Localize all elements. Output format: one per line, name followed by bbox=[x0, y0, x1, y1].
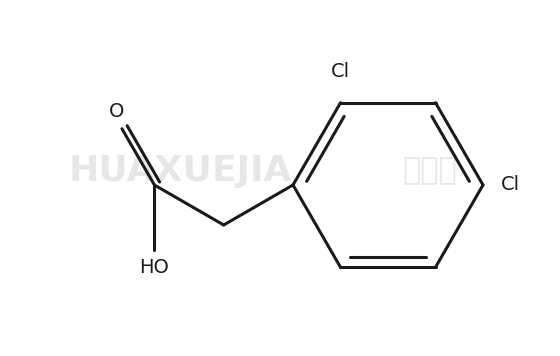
Text: HUAXUEJIA: HUAXUEJIA bbox=[68, 154, 292, 188]
Text: 化学加: 化学加 bbox=[403, 157, 458, 185]
Text: Cl: Cl bbox=[331, 62, 350, 81]
Text: HO: HO bbox=[139, 258, 169, 277]
Text: O: O bbox=[109, 102, 125, 121]
Text: Cl: Cl bbox=[501, 176, 520, 194]
